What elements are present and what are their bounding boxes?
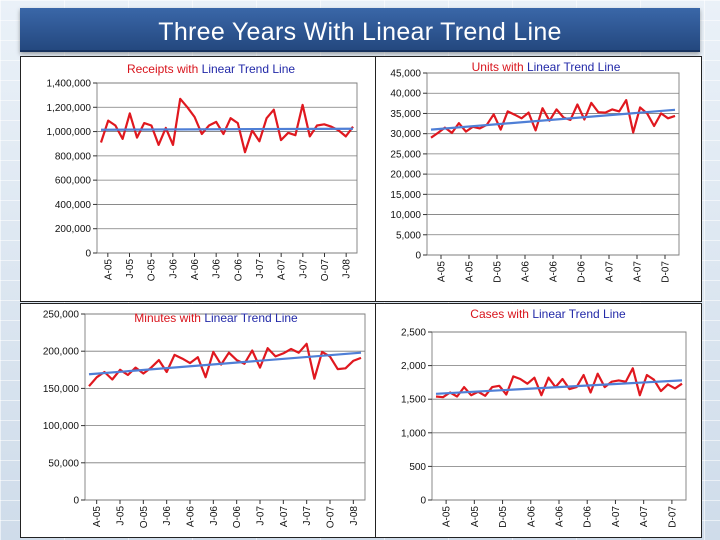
x-tick-label: A-06 [549,261,560,283]
x-tick-label: A-05 [470,506,481,528]
y-tick-label: 200,000 [55,224,92,235]
receipts-chart: 0 200,000 400,000 600,000 800,000 1,000,000 1,… [47,62,358,282]
linear-trend-line [430,108,676,131]
y-tick-label: 1,400,000 [47,79,92,90]
x-tick-label: J-08 [349,506,360,526]
y-tick-label: 150,000 [43,384,80,395]
y-tick-label: 5,000 [396,230,421,241]
y-tick-label: 45,000 [390,69,421,80]
x-tick-label: D-07 [667,506,678,528]
y-tick-label: 600,000 [55,176,92,187]
receipts-chart-panel: 0 200,000 400,000 600,000 800,000 1,000,000 1,… [20,56,376,302]
linear-trend-line [435,379,683,395]
y-tick-label: 0 [420,496,426,507]
y-tick-label: 1,000,000 [47,127,92,138]
y-tick-label: 15,000 [390,190,421,201]
x-tick-label: J-06 [168,259,179,279]
x-tick-label: J-06 [209,506,220,526]
y-tick-label: 500 [409,462,426,473]
plot-area [84,313,366,501]
y-tick-label: 1,500 [401,395,426,406]
x-tick-label: A-05 [442,506,453,528]
y-tick-label: 100,000 [43,421,80,432]
x-tick-label: J-08 [342,259,353,279]
y-tick-label: 25,000 [390,149,421,160]
x-tick-label: J-05 [116,506,127,526]
y-tick-label: 20,000 [390,170,421,181]
units-chart-panel: 0 5,000 10,000 15,000 20,000 25,000 30,000 35,0… [375,56,702,302]
x-tick-label: A-06 [526,506,537,528]
x-tick-label: A-07 [639,506,650,528]
x-tick-label: O-05 [139,506,150,529]
minutes-chart-panel: 0 50,000 100,000 150,000 200,000 250,000 A-05 J… [20,303,376,538]
x-tick-label: J-05 [125,259,136,279]
chart-title: Receipts with Linear Trend Line [127,62,295,76]
y-tick-label: 1,000 [401,428,426,439]
x-tick-label: A-05 [465,261,476,283]
y-tick-label: 0 [73,496,79,507]
y-tick-label: 0 [415,251,421,262]
cases-chart-panel: 0 500 1,000 1,500 2,000 2,500 A-05 A-05 D-05 A-06… [375,303,702,538]
x-tick-label: J-06 [212,259,223,279]
linear-trend-line [100,127,354,131]
x-tick-label: A-06 [186,506,197,528]
x-tick-label: J-07 [255,259,266,279]
x-tick-label: A-05 [103,259,114,281]
x-tick-label: D-06 [577,261,588,283]
x-tick-label: A-06 [555,506,566,528]
chart-title: Minutes with Linear Trend Line [134,311,298,325]
y-tick-label: 800,000 [55,151,92,162]
plot-area [426,72,680,256]
chart-title: Units with Linear Trend Line [472,60,621,74]
title-banner: Three Years With Linear Trend Line [20,8,700,52]
x-tick-label: A-06 [521,261,532,283]
x-tick-label: J-07 [298,259,309,279]
x-tick-label: A-07 [277,259,288,281]
data-series-line [430,98,676,139]
y-tick-label: 200,000 [43,347,80,358]
y-tick-label: 35,000 [390,109,421,120]
x-tick-label: D-06 [583,506,594,528]
y-tick-label: 30,000 [390,129,421,140]
plot-area [431,331,687,501]
linear-trend-line [88,351,362,376]
y-tick-label: 50,000 [48,458,79,469]
y-tick-label: 1,200,000 [47,103,92,114]
x-tick-label: A-05 [92,506,103,528]
x-tick-label: O-05 [147,259,158,282]
x-tick-label: D-05 [498,506,509,528]
x-tick-label: D-05 [493,261,504,283]
y-tick-label: 400,000 [55,200,92,211]
data-series-line [99,97,354,154]
y-tick-label: 2,000 [401,361,426,372]
x-tick-label: J-07 [302,506,313,526]
data-series-line [88,342,362,387]
x-tick-label: J-07 [256,506,267,526]
y-tick-label: 250,000 [43,310,80,321]
cases-chart: 0 500 1,000 1,500 2,000 2,500 A-05 A-05 D-05 A-06… [401,307,687,528]
x-tick-label: J-06 [162,506,173,526]
y-tick-label: 2,500 [401,328,426,339]
x-tick-label: A-05 [437,261,448,283]
x-tick-label: A-07 [605,261,616,283]
x-tick-label: D-07 [661,261,672,283]
x-tick-label: A-07 [611,506,622,528]
x-tick-label: O-06 [233,259,244,282]
y-tick-label: 40,000 [390,89,421,100]
x-tick-label: O-06 [232,506,243,529]
x-tick-label: O-07 [326,506,337,529]
chart-title: Cases with Linear Trend Line [470,307,626,321]
slide-title: Three Years With Linear Trend Line [158,18,562,46]
y-tick-label: 0 [85,249,91,260]
plot-area [96,82,358,254]
minutes-chart: 0 50,000 100,000 150,000 200,000 250,000 A-05 J… [43,310,366,529]
x-tick-label: A-07 [279,506,290,528]
x-tick-label: A-07 [633,261,644,283]
x-tick-label: A-06 [190,259,201,281]
y-tick-label: 10,000 [390,210,421,221]
units-chart: 0 5,000 10,000 15,000 20,000 25,000 30,000 35,0… [390,60,680,283]
x-tick-label: O-07 [320,259,331,282]
